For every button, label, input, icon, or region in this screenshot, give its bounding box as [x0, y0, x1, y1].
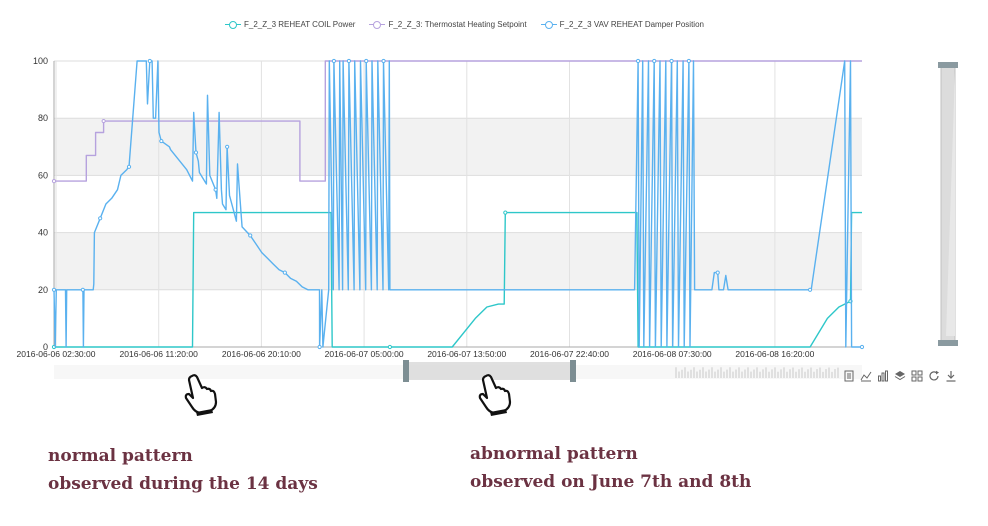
legend-line-marker-icon — [540, 20, 557, 29]
chart-toolbox — [843, 370, 957, 382]
series-point — [503, 210, 508, 215]
series-point — [669, 58, 674, 64]
series-point — [98, 216, 103, 221]
legend-item-damper-position[interactable]: F_2_Z_3 VAV REHEAT Damper Position — [540, 20, 704, 29]
zoom-handle-left — [403, 360, 409, 382]
grid-band — [54, 118, 862, 176]
series-line-2 — [53, 60, 862, 348]
grid-bands — [54, 118, 862, 290]
legend-line-marker-icon — [225, 20, 241, 29]
y-tick-label: 60 — [38, 170, 48, 180]
legend-label: F_2_Z_3: Thermostat Heating Setpoint — [388, 20, 527, 29]
annotation-line: observed on June 7th and 8th — [470, 472, 752, 492]
data-view-icon[interactable] — [843, 370, 855, 382]
series-point — [331, 58, 337, 64]
legend-label: F_2_Z_3 REHEAT COIL Power — [244, 20, 356, 29]
x-tick-label: 2016-06-06 11:20:00 — [120, 349, 199, 359]
series-point — [317, 344, 322, 350]
hand-pointer-icon — [184, 374, 218, 416]
y-axis-ticks: 0 20 40 60 80 100 — [33, 56, 48, 352]
legend-line-marker-icon — [369, 20, 386, 29]
slider-handle-top — [938, 62, 958, 68]
annotation-normal-pattern: normal pattern observed during the 14 da… — [48, 442, 318, 498]
series-point — [807, 287, 813, 292]
legend-item-reheat-coil-power[interactable]: F_2_Z_3 REHEAT COIL Power — [225, 20, 355, 29]
series-point — [51, 287, 57, 292]
series-point — [159, 138, 164, 144]
series-point — [387, 344, 392, 350]
series-point — [282, 270, 287, 275]
y-tick-label: 40 — [38, 228, 48, 238]
x-tick-label: 2016-06-08 16:20:00 — [735, 349, 814, 359]
x-tick-label: 2016-06-07 05:00:00 — [325, 349, 404, 359]
annotation-line: abnormal pattern — [470, 444, 638, 464]
series-point — [51, 179, 57, 184]
chart-legend: F_2_Z_3 REHEAT COIL Power F_2_Z_3: Therm… — [225, 20, 704, 29]
series-point — [248, 233, 253, 238]
x-tick-label: 2016-06-07 22:40:00 — [530, 349, 609, 359]
series-point — [101, 118, 106, 124]
annotation-line: observed during the 14 days — [48, 474, 318, 494]
restore-icon[interactable] — [928, 370, 940, 382]
legend-label: F_2_Z_3 VAV REHEAT Damper Position — [559, 20, 704, 29]
data-zoom-slider[interactable] — [54, 360, 862, 382]
series-point — [80, 287, 85, 292]
x-tick-label: 2016-06-07 13:50:00 — [427, 349, 506, 359]
series-point — [686, 58, 691, 64]
series-point — [213, 187, 218, 192]
series-point — [859, 344, 865, 350]
zoom-preview — [675, 367, 839, 378]
y-tick-label: 0 — [43, 342, 48, 352]
series-point — [126, 164, 132, 169]
series-point — [381, 58, 386, 64]
hand-pointer-icon — [478, 374, 512, 416]
x-tick-label: 2016-06-06 20:10:00 — [222, 349, 301, 359]
series-point — [193, 150, 199, 155]
zoom-selection — [406, 362, 573, 380]
annotation-abnormal-pattern: abnormal pattern observed on June 7th an… — [470, 440, 751, 496]
x-axis-ticks: 2016-06-06 02:30:00 2016-06-06 11:20:00 20… — [17, 349, 815, 359]
line-chart-icon[interactable] — [860, 370, 872, 382]
vertical-zoom-slider[interactable] — [938, 62, 958, 346]
series-point — [364, 58, 369, 64]
annotation-line: normal pattern — [48, 446, 193, 466]
stack-icon[interactable] — [894, 370, 906, 382]
series-point — [225, 144, 230, 149]
x-tick-label: 2016-06-06 02:30:00 — [17, 349, 96, 359]
series-line-1 — [54, 60, 862, 182]
grid-band — [54, 232, 862, 290]
series-point — [715, 270, 720, 275]
series-point — [147, 58, 152, 64]
grid-lines — [53, 60, 862, 348]
series-point — [652, 58, 657, 64]
y-tick-label: 100 — [33, 56, 48, 66]
x-tick-label: 2016-06-08 07:30:00 — [633, 349, 712, 359]
zoom-handle-right — [570, 360, 576, 382]
series-layer — [51, 58, 865, 350]
series-point — [635, 58, 641, 64]
legend-item-thermostat-setpoint[interactable]: F_2_Z_3: Thermostat Heating Setpoint — [369, 20, 527, 29]
slider-handle-bottom — [938, 340, 958, 346]
series-line-0 — [54, 211, 862, 348]
y-tick-label: 20 — [38, 285, 48, 295]
save-image-icon[interactable] — [945, 370, 957, 382]
series-point — [346, 58, 352, 64]
bar-chart-icon[interactable] — [877, 370, 889, 382]
y-tick-label: 80 — [38, 113, 48, 123]
tiled-icon[interactable] — [911, 370, 923, 382]
